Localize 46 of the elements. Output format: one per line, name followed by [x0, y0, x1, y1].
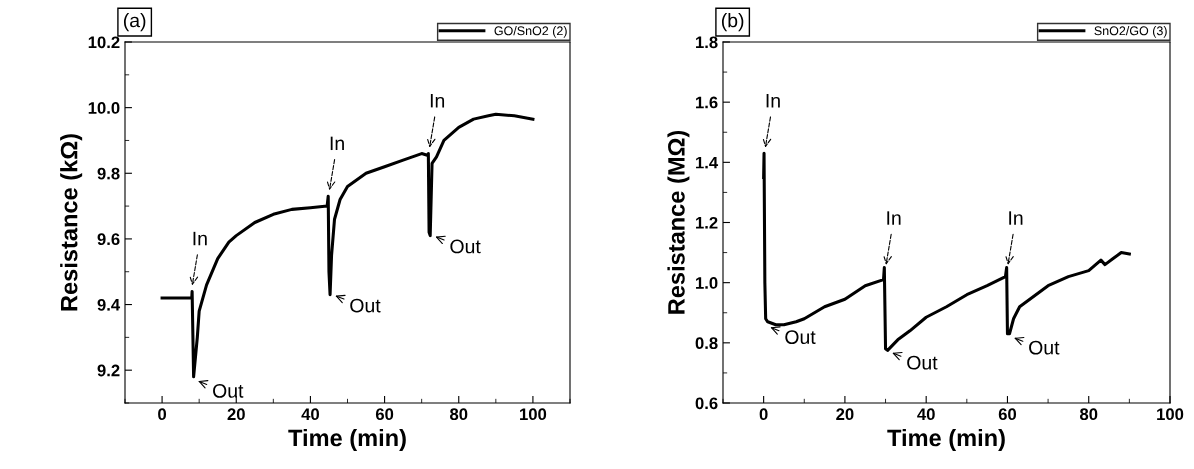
- x-tick-label: 20: [836, 408, 854, 421]
- y-axis-title: Resistance (kΩ): [60, 134, 83, 311]
- legend-label: SnO2/GO (3): [1094, 26, 1167, 38]
- x-tick-label: 40: [301, 408, 319, 421]
- y-tick-label: 1.4: [696, 156, 719, 169]
- annotation: In: [887, 211, 901, 225]
- x-axis-title: Time (min): [288, 428, 406, 451]
- y-tick-label: 1.2: [696, 216, 718, 229]
- x-tick-label: 60: [375, 408, 394, 421]
- annotation: In: [330, 136, 344, 151]
- x-axis-title: Time (min): [887, 428, 1005, 451]
- x-tick-label: 80: [1079, 408, 1098, 421]
- annotation: Out: [1029, 340, 1060, 355]
- y-tick-label: 10.0: [88, 102, 120, 114]
- x-tick-label: 0: [158, 408, 167, 421]
- x-tick-label: 100: [1157, 408, 1184, 421]
- y-tick-label: 10.2: [88, 36, 120, 49]
- annotation: In: [1009, 211, 1023, 225]
- annotation: In: [193, 231, 207, 246]
- text: (a): [123, 13, 146, 32]
- annotation: In: [766, 94, 780, 108]
- y-tick-label: 9.2: [97, 364, 120, 377]
- annotation: Out: [350, 298, 381, 313]
- x-tick-label: 0: [759, 408, 768, 421]
- y-tick-label: 0.6: [695, 397, 718, 410]
- y-tick-label: 1.6: [696, 96, 718, 109]
- line-series: [160, 112, 535, 379]
- annotation: Out: [785, 330, 816, 345]
- annotation: In: [430, 94, 445, 108]
- x-tick-label: 100: [520, 408, 547, 421]
- y-tick-label: 9.8: [97, 167, 120, 180]
- y-tick-label: 9.4: [97, 298, 121, 311]
- y-tick-label: 1.0: [696, 277, 718, 289]
- x-tick-label: 20: [227, 408, 245, 421]
- x-tick-label: 80: [450, 408, 468, 421]
- text: (b): [721, 13, 744, 32]
- annotation: Out: [450, 239, 481, 254]
- x-tick-label: 40: [917, 408, 935, 421]
- y-tick-label: 9.6: [97, 233, 120, 246]
- y-tick-label: 0.8: [695, 337, 718, 350]
- legend-label: GO/SnO2 (2): [494, 26, 567, 38]
- annotation: Out: [907, 355, 938, 370]
- y-tick-label: 1.8: [696, 36, 718, 49]
- y-axis-title: Resistance (MΩ): [667, 130, 690, 314]
- annotation: Out: [213, 383, 244, 398]
- x-tick-label: 60: [998, 408, 1017, 421]
